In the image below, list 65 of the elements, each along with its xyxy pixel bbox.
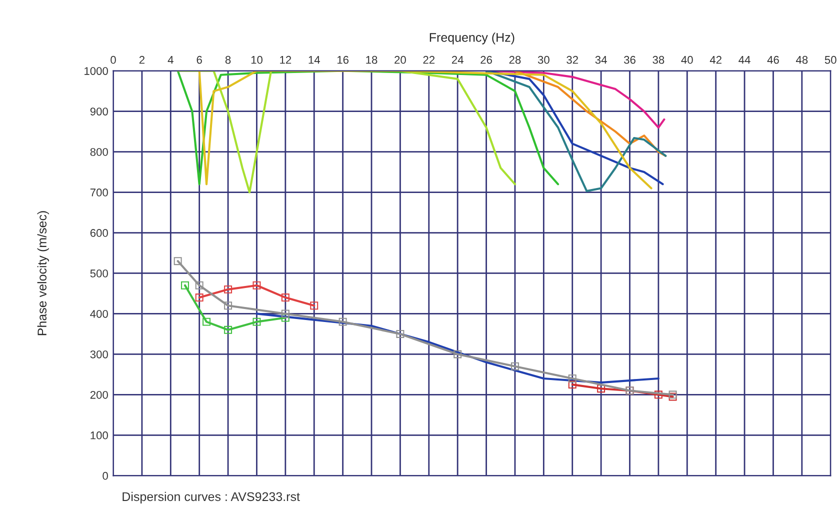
point (396, 330, 404, 338)
point (195, 294, 204, 302)
x-tick-label: 12 (280, 56, 292, 64)
x-tick-label: 48 (796, 56, 808, 64)
x-tick-label: 40 (681, 56, 693, 64)
x-tick-label: 16 (337, 56, 349, 64)
y-tick-label: 900 (90, 108, 108, 116)
x-tick-label: 36 (624, 56, 636, 64)
point (281, 310, 290, 318)
x-tick-label: 34 (595, 56, 607, 64)
x-tick-label: 10 (251, 56, 262, 64)
point (338, 318, 347, 326)
x-tick-label: 32 (566, 56, 578, 64)
y-tick-label: 800 (90, 148, 108, 156)
point (174, 257, 182, 266)
x-tick-label: 20 (394, 56, 406, 64)
y-tick-label: 1000 (84, 67, 108, 75)
x-tick-label: 24 (452, 56, 464, 64)
y-tick-label: 500 (90, 270, 108, 278)
x-tick-label: 42 (710, 56, 722, 64)
x-tick-label: 14 (308, 56, 320, 64)
line-series (176, 70, 560, 186)
x-tick-label: 30 (538, 56, 550, 64)
x-tick-label: 38 (652, 56, 664, 64)
x-tick-label: 22 (423, 56, 435, 64)
point (510, 362, 519, 370)
x-tick-label: 28 (509, 56, 521, 64)
line-series (198, 70, 652, 190)
point (195, 281, 204, 290)
y-tick-label: 600 (90, 229, 108, 237)
text: Dispersion curves : AVS9233.rst (122, 492, 300, 504)
x-tick-label: 0 (110, 56, 116, 64)
x-tick-label: 50 (824, 56, 836, 64)
line-series (256, 312, 660, 384)
x-tick-label: 26 (480, 56, 492, 64)
point (654, 390, 662, 399)
point (181, 281, 189, 290)
point (224, 285, 232, 294)
x-tick-label: 46 (767, 56, 779, 64)
y-axis-title: Phase velocity (m/sec) (37, 211, 49, 336)
point (568, 374, 576, 382)
point (252, 318, 261, 326)
line-series (514, 70, 667, 157)
y-tick-label: 0 (102, 472, 108, 480)
point (224, 302, 232, 310)
point (252, 281, 261, 290)
point (568, 380, 576, 389)
x-tick-label: 18 (366, 56, 378, 64)
point (310, 302, 318, 310)
y-tick-label: 100 (90, 431, 108, 440)
point (281, 294, 290, 302)
point (224, 326, 232, 334)
x-tick-label: 44 (738, 56, 750, 64)
y-tick-label: 400 (90, 310, 108, 318)
y-tick-label: 700 (90, 188, 108, 196)
y-tick-label: 200 (90, 390, 108, 399)
point (202, 318, 211, 326)
x-axis-title: Frequency (Hz) (430, 32, 514, 44)
x-tick-label: 6 (196, 56, 202, 64)
point (597, 384, 606, 393)
x-tick-label: 4 (168, 56, 174, 64)
x-tick-label: 8 (225, 56, 231, 64)
y-tick-label: 300 (90, 350, 108, 358)
point (454, 350, 462, 358)
x-tick-label: 2 (139, 56, 144, 64)
